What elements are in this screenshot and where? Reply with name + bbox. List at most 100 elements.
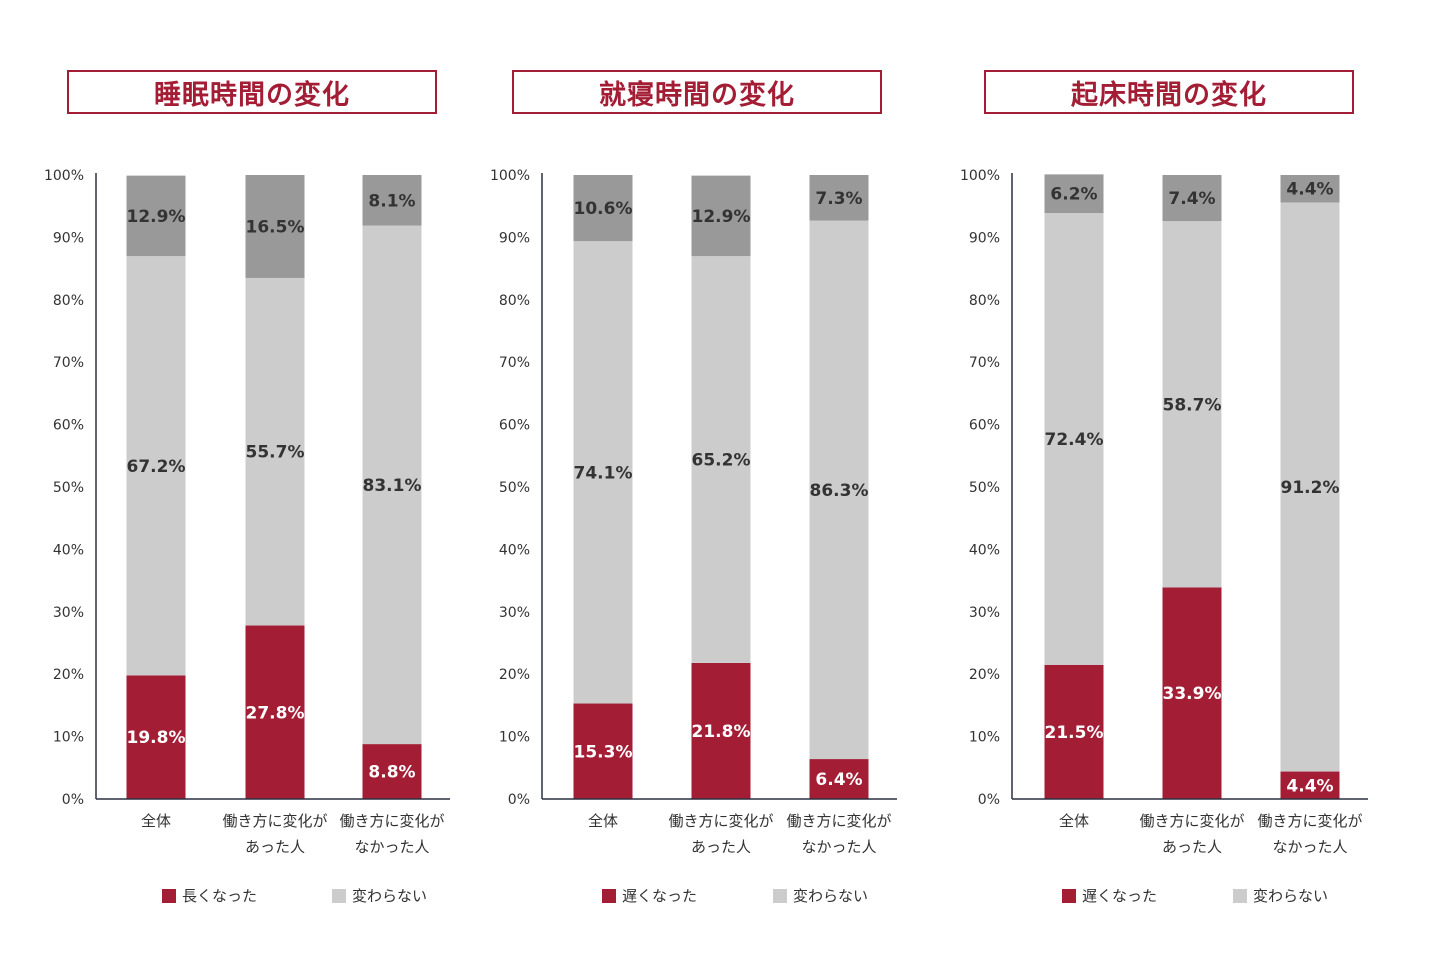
bar-segment-dark	[1162, 175, 1222, 222]
y-tick-label: 50%	[969, 480, 1000, 496]
data-label: 83.1%	[363, 476, 422, 496]
category-label: 働き方に変化が	[222, 812, 327, 830]
legend-swatch-light	[1233, 888, 1247, 903]
y-tick-label: 10%	[53, 730, 84, 746]
legend-item-unchanged: 変わらない	[773, 885, 868, 906]
y-tick-label: 20%	[499, 667, 530, 683]
y-tick-label: 100%	[490, 168, 530, 184]
bar-segment-accent	[1162, 587, 1222, 799]
category-label: 働き方に変化が	[339, 812, 444, 830]
data-label: 7.4%	[1168, 189, 1215, 209]
legend-item-unchanged: 変わらない	[1233, 885, 1328, 906]
y-tick-label: 60%	[499, 418, 530, 434]
y-tick-label: 20%	[53, 667, 84, 683]
data-label: 58.7%	[1163, 395, 1222, 415]
legend: 長くなった 変わらない	[0, 885, 480, 905]
category-label: 全体	[1059, 812, 1089, 830]
category-label: 働き方に変化が	[1139, 812, 1244, 830]
category-label: なかった人	[1272, 838, 1347, 856]
category-label: あった人	[1162, 838, 1222, 856]
data-label: 33.9%	[1163, 684, 1222, 704]
category-label: 全体	[141, 812, 171, 830]
data-label: 15.3%	[574, 742, 633, 762]
data-label: 7.3%	[815, 189, 862, 209]
y-tick-label: 40%	[53, 542, 84, 558]
data-label: 55.7%	[246, 443, 305, 463]
bar-segment-light	[1280, 202, 1340, 772]
y-tick-label: 40%	[499, 542, 530, 558]
legend-swatch-accent	[162, 888, 176, 903]
legend-swatch-light	[332, 888, 346, 903]
category-label: 全体	[588, 812, 618, 830]
category-label: あった人	[245, 838, 305, 856]
bar-segment-light	[126, 256, 186, 676]
bar-segment-accent	[573, 703, 633, 799]
bar-segment-dark	[573, 175, 633, 242]
data-label: 72.4%	[1045, 430, 1104, 450]
y-tick-label: 40%	[969, 542, 1000, 558]
category-label: 働き方に変化が	[1257, 812, 1362, 830]
bar-segment-accent	[1280, 771, 1340, 799]
data-label: 27.8%	[246, 703, 305, 723]
bar-segment-accent	[809, 759, 869, 799]
bar-segment-accent	[126, 675, 186, 799]
bar-segment-dark	[1044, 174, 1104, 214]
legend-label: 遅くなった	[1082, 887, 1158, 905]
data-label: 91.2%	[1281, 478, 1340, 498]
legend-label: 変わらない	[793, 887, 869, 905]
y-tick-label: 80%	[969, 293, 1000, 309]
data-label: 4.4%	[1286, 776, 1333, 796]
y-tick-label: 100%	[44, 168, 84, 184]
data-label: 4.4%	[1286, 180, 1333, 200]
bar-segment-accent	[245, 625, 305, 799]
y-tick-label: 60%	[53, 418, 84, 434]
stacked-bar-chart-sleep-duration: 0% 10% 20% 30% 40% 50% 60% 70% 80% 90% 100% 19.8% 67…	[44, 168, 450, 856]
legend-label: 変わらない	[352, 887, 428, 905]
stacked-bar-chart-bedtime: 0% 10% 20% 30% 40% 50% 60% 70% 80% 90% 100% 15.3% 74…	[490, 168, 897, 856]
y-tick-label: 10%	[499, 730, 530, 746]
bar-segment-light	[1044, 213, 1104, 665]
legend-label: 遅くなった	[622, 887, 698, 905]
legend-label: 長くなった	[182, 887, 258, 905]
y-tick-label: 90%	[499, 230, 530, 246]
legend-label: 変わらない	[1253, 887, 1329, 905]
y-tick-label: 80%	[499, 293, 530, 309]
bar-segment-dark	[245, 175, 305, 278]
bar-segment-dark	[809, 175, 869, 221]
legend-item-later: 遅くなった	[1062, 885, 1157, 906]
chart-title: 起床時間の変化	[984, 70, 1354, 114]
data-label: 12.9%	[692, 207, 751, 227]
y-tick-label: 50%	[499, 480, 530, 496]
y-tick-label: 0%	[62, 792, 84, 808]
chart-panel-sleep-duration: 睡眠時間の変化 0% 10% 20% 30% 40% 50% 60% 70% 80% 90% 100…	[0, 0, 480, 960]
category-label: なかった人	[801, 838, 876, 856]
bar-segment-dark	[126, 175, 186, 257]
data-label: 19.8%	[127, 728, 186, 748]
y-tick-label: 0%	[508, 792, 530, 808]
bar-segment-light	[691, 256, 751, 663]
bar-segment-light	[362, 225, 422, 745]
category-label: 働き方に変化が	[786, 812, 891, 830]
data-label: 12.9%	[127, 207, 186, 227]
y-tick-label: 80%	[53, 293, 84, 309]
chart-panel-wake-time: 起床時間の変化 0% 10% 20% 30% 40% 50% 60% 70% 80% 90% 100…	[960, 0, 1440, 960]
y-tick-label: 100%	[960, 168, 1000, 184]
legend: 遅くなった 変わらない	[480, 885, 960, 905]
y-tick-label: 90%	[53, 230, 84, 246]
legend-item-increase: 長くなった	[162, 885, 257, 906]
bar-segment-light	[809, 220, 869, 760]
bar-segment-accent	[1044, 664, 1104, 799]
data-label: 16.5%	[246, 217, 305, 237]
chart-title: 就寝時間の変化	[512, 70, 882, 114]
y-tick-label: 60%	[969, 418, 1000, 434]
y-tick-label: 30%	[499, 605, 530, 621]
bar-segment-dark	[1280, 175, 1340, 203]
bar-segment-accent	[362, 744, 422, 799]
y-tick-label: 70%	[969, 355, 1000, 371]
legend-item-later: 遅くなった	[602, 885, 697, 906]
data-label: 21.8%	[692, 722, 751, 742]
chart-panel-bedtime: 就寝時間の変化 0% 10% 20% 30% 40% 50% 60% 70% 80% 90% 100…	[480, 0, 960, 960]
data-label: 8.1%	[368, 191, 415, 211]
y-tick-label: 50%	[53, 480, 84, 496]
category-label: あった人	[691, 838, 751, 856]
